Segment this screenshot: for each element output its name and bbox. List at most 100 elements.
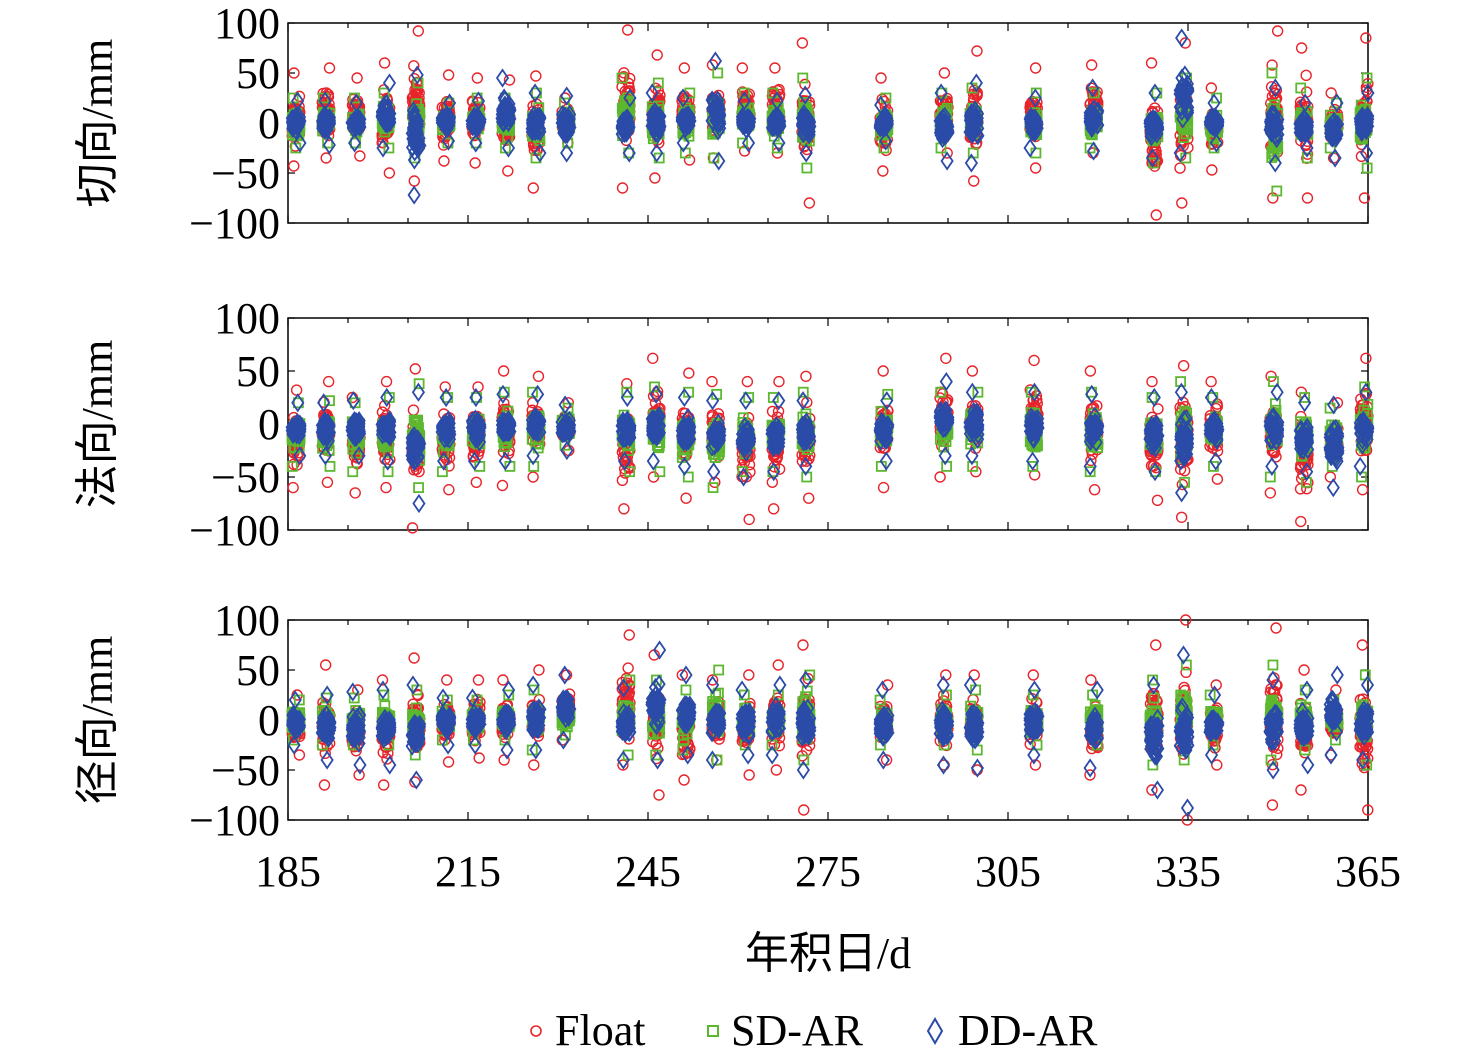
float-point	[1295, 515, 1307, 528]
float-point	[800, 370, 812, 382]
float-point	[968, 175, 980, 187]
float-point	[1174, 162, 1186, 174]
dd-ar-point	[442, 113, 456, 133]
float-point	[616, 182, 629, 194]
float-point	[769, 62, 781, 74]
float-point	[773, 375, 785, 388]
dd-ar-point	[528, 83, 542, 103]
dd-ar-point	[348, 133, 362, 153]
float-point	[354, 150, 366, 162]
dd-ar-point	[557, 112, 571, 132]
y-tick-label: 0	[258, 400, 280, 449]
dd-ar-point	[437, 115, 451, 135]
float-point	[706, 375, 718, 388]
float-point	[1301, 192, 1314, 204]
sd-ar-point	[1361, 72, 1373, 84]
float-point	[407, 404, 420, 416]
dd-ar-point	[469, 116, 483, 136]
dd-ar-point	[345, 112, 359, 132]
float-point	[378, 57, 391, 69]
dd-ar-point	[469, 133, 483, 153]
dd-ar-point	[622, 143, 636, 163]
float-point	[438, 155, 450, 167]
float-point	[470, 476, 483, 488]
float-point	[322, 375, 335, 388]
dd-ar-point	[561, 115, 575, 135]
float-point	[1176, 197, 1188, 209]
float-point	[408, 175, 420, 187]
dd-ar-point	[621, 114, 635, 135]
float-point	[406, 522, 419, 534]
float-point	[938, 67, 951, 79]
dd-ar-point	[410, 121, 424, 141]
dd-ar-point	[1148, 83, 1162, 103]
dd-ar-point	[378, 105, 392, 125]
float-point	[877, 481, 890, 494]
sd-ar-point	[1295, 82, 1307, 94]
dd-ar-point	[650, 143, 664, 163]
float-point	[1358, 192, 1371, 204]
float-point	[1029, 162, 1042, 174]
dd-ar-point	[380, 100, 394, 120]
float-point	[1271, 25, 1284, 37]
float-point	[412, 25, 425, 37]
dd-ar-point	[410, 65, 424, 85]
dd-ar-point	[623, 88, 637, 108]
float-point	[409, 84, 421, 96]
float-point	[496, 479, 509, 492]
y-tick-label: 100	[214, 294, 280, 343]
float-point	[471, 72, 484, 84]
float-point	[621, 24, 634, 36]
dd-ar-point	[526, 112, 540, 132]
dd-ar-point	[496, 100, 510, 120]
sd-ar-point	[737, 137, 748, 149]
float-point	[1177, 360, 1190, 372]
sd-ar-point	[530, 152, 542, 164]
sd-ar-point	[1271, 185, 1283, 197]
dd-ar-point	[292, 107, 307, 127]
dd-ar-point	[291, 91, 305, 111]
float-point	[1211, 473, 1224, 485]
float-point	[527, 471, 539, 483]
sd-ar-point	[712, 67, 724, 79]
dd-ar-point	[619, 109, 633, 129]
float-point	[383, 167, 396, 179]
float-point	[971, 45, 983, 57]
dd-ar-point	[533, 143, 547, 163]
sd-ar-point	[652, 77, 664, 89]
float-point	[1205, 82, 1218, 94]
float-point	[736, 62, 749, 74]
float-point	[624, 72, 636, 85]
dd-ar-point	[472, 113, 486, 133]
dd-ar-point	[560, 86, 574, 106]
float-point	[380, 481, 392, 494]
float-point	[1269, 87, 1281, 99]
float-point	[443, 484, 455, 496]
float-point	[1145, 57, 1158, 69]
float-point	[349, 487, 361, 499]
float-point	[1151, 494, 1164, 507]
sd-ar-point	[1301, 152, 1313, 164]
float-point	[527, 182, 539, 194]
float-point	[409, 363, 422, 375]
float-point	[1088, 484, 1101, 496]
dd-ar-point	[322, 110, 336, 130]
float-point	[680, 492, 692, 504]
float-point	[502, 165, 514, 177]
dd-ar-point	[407, 134, 421, 154]
dd-ar-point	[407, 185, 421, 205]
float-point	[1085, 59, 1098, 71]
float-point	[380, 375, 393, 388]
sd-ar-point	[1268, 150, 1280, 162]
y-tick-label: 100	[214, 0, 280, 48]
float-point	[1362, 77, 1374, 90]
float-point	[1205, 375, 1217, 388]
sd-ar-point	[1148, 157, 1160, 169]
sd-ar-point	[738, 87, 750, 99]
float-point	[1028, 354, 1040, 367]
float-point	[530, 70, 542, 82]
float-point	[1084, 365, 1097, 377]
float-point	[1029, 62, 1042, 74]
dd-ar-point	[407, 150, 422, 170]
